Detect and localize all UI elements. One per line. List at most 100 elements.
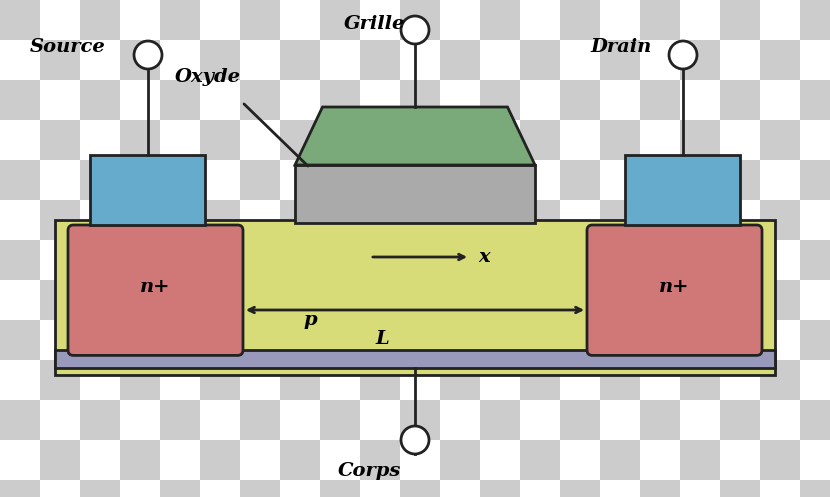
Bar xyxy=(160,0,200,40)
Bar xyxy=(40,40,80,80)
Bar xyxy=(280,400,320,440)
Bar xyxy=(0,120,40,160)
Circle shape xyxy=(134,41,162,69)
Bar xyxy=(560,360,600,400)
Bar xyxy=(400,320,440,360)
Text: x: x xyxy=(478,248,490,266)
Bar xyxy=(200,320,240,360)
Bar xyxy=(80,360,120,400)
Circle shape xyxy=(401,16,429,44)
Bar xyxy=(640,80,680,120)
Bar xyxy=(640,120,680,160)
Bar xyxy=(760,40,800,80)
Bar xyxy=(760,360,800,400)
Bar xyxy=(800,80,830,120)
Bar xyxy=(40,280,80,320)
Bar xyxy=(240,80,280,120)
Bar xyxy=(600,160,640,200)
Bar xyxy=(680,200,720,240)
Bar xyxy=(560,0,600,40)
Bar xyxy=(400,360,440,400)
Bar xyxy=(0,80,40,120)
Bar xyxy=(800,360,830,400)
Bar xyxy=(120,160,160,200)
Bar xyxy=(360,160,400,200)
Bar xyxy=(720,320,760,360)
Polygon shape xyxy=(295,107,535,165)
Bar xyxy=(160,240,200,280)
Bar xyxy=(400,40,440,80)
Bar xyxy=(800,320,830,360)
Bar xyxy=(280,240,320,280)
Bar xyxy=(120,280,160,320)
Bar xyxy=(680,160,720,200)
Bar xyxy=(90,155,205,225)
Bar xyxy=(40,200,80,240)
Bar xyxy=(720,280,760,320)
Bar xyxy=(720,0,760,40)
Bar xyxy=(680,440,720,480)
Bar xyxy=(440,240,480,280)
Bar xyxy=(480,440,520,480)
Bar xyxy=(760,160,800,200)
Bar xyxy=(280,200,320,240)
Circle shape xyxy=(669,41,697,69)
Bar xyxy=(400,0,440,40)
Text: p: p xyxy=(303,311,317,329)
Bar xyxy=(40,440,80,480)
Bar xyxy=(800,240,830,280)
Bar xyxy=(680,480,720,497)
Bar xyxy=(80,440,120,480)
Bar xyxy=(360,440,400,480)
Bar xyxy=(480,200,520,240)
Bar xyxy=(760,480,800,497)
Bar xyxy=(80,160,120,200)
Bar xyxy=(600,280,640,320)
Bar xyxy=(600,200,640,240)
Bar xyxy=(360,80,400,120)
Bar xyxy=(120,0,160,40)
Bar xyxy=(560,240,600,280)
Bar xyxy=(640,480,680,497)
Bar xyxy=(80,120,120,160)
Bar xyxy=(480,40,520,80)
Bar xyxy=(160,40,200,80)
Bar xyxy=(560,160,600,200)
Bar xyxy=(280,40,320,80)
Bar xyxy=(120,400,160,440)
Bar xyxy=(400,80,440,120)
Bar xyxy=(640,440,680,480)
Bar xyxy=(800,480,830,497)
Bar xyxy=(160,280,200,320)
Bar xyxy=(560,320,600,360)
Bar xyxy=(40,80,80,120)
Bar xyxy=(680,400,720,440)
Bar xyxy=(360,400,400,440)
Bar xyxy=(480,240,520,280)
Bar xyxy=(80,400,120,440)
Bar xyxy=(720,400,760,440)
Bar xyxy=(200,280,240,320)
Bar xyxy=(360,280,400,320)
Bar xyxy=(680,120,720,160)
Text: Source: Source xyxy=(30,38,105,56)
Bar xyxy=(0,0,40,40)
Bar xyxy=(720,80,760,120)
Bar xyxy=(320,200,360,240)
Bar xyxy=(120,120,160,160)
Bar xyxy=(120,40,160,80)
Bar xyxy=(80,0,120,40)
Bar xyxy=(40,320,80,360)
Bar xyxy=(520,0,560,40)
Bar xyxy=(80,320,120,360)
Bar xyxy=(280,320,320,360)
Bar xyxy=(480,120,520,160)
Bar xyxy=(600,40,640,80)
Text: Corps: Corps xyxy=(339,462,402,480)
Bar xyxy=(55,350,775,368)
Bar xyxy=(440,440,480,480)
Bar xyxy=(640,200,680,240)
Bar xyxy=(440,160,480,200)
Bar xyxy=(560,280,600,320)
Bar xyxy=(320,0,360,40)
